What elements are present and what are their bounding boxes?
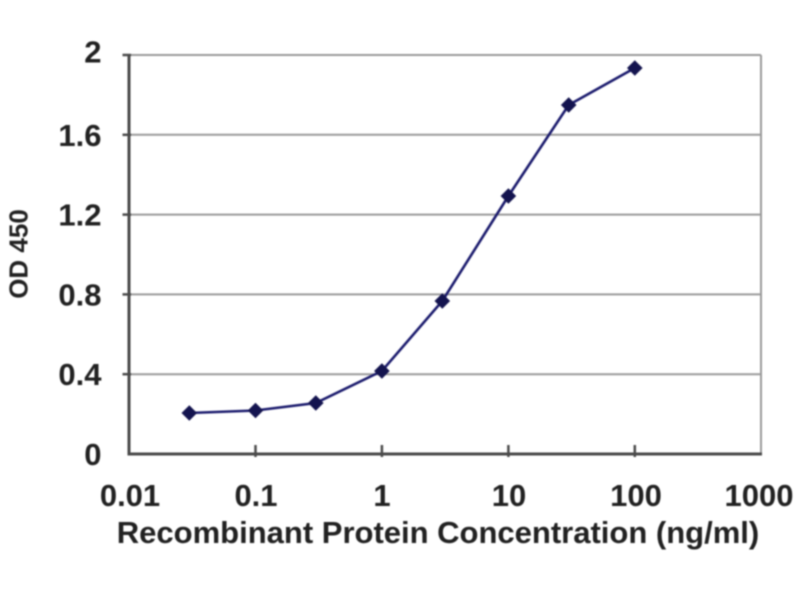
- svg-text:1.6: 1.6: [58, 118, 101, 153]
- svg-text:Recombinant Protein Concentrat: Recombinant Protein Concentration (ng/ml…: [117, 515, 759, 550]
- svg-text:1.2: 1.2: [58, 198, 101, 233]
- svg-text:0.4: 0.4: [58, 357, 102, 392]
- svg-text:0.1: 0.1: [234, 478, 277, 513]
- svg-text:1: 1: [373, 478, 390, 513]
- svg-text:100: 100: [610, 478, 662, 513]
- svg-text:0.01: 0.01: [100, 478, 160, 513]
- svg-text:2: 2: [84, 35, 101, 70]
- svg-text:0.8: 0.8: [58, 277, 101, 312]
- svg-text:1000: 1000: [725, 478, 794, 513]
- svg-text:OD 450: OD 450: [4, 209, 34, 299]
- svg-text:0: 0: [84, 437, 101, 472]
- svg-text:10: 10: [492, 478, 526, 513]
